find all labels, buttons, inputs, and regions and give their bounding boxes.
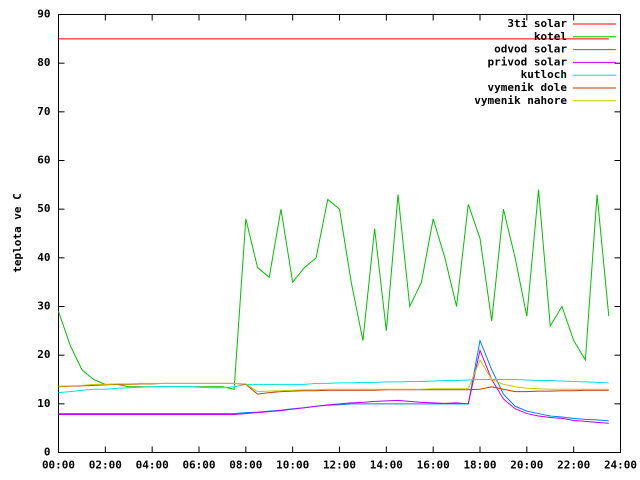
y-tick-label: 0	[44, 446, 51, 459]
x-tick-label: 16:00	[417, 459, 450, 472]
x-tick-label: 00:00	[42, 459, 75, 472]
y-tick-label: 10	[37, 397, 50, 410]
x-tick-label: 22:00	[557, 459, 590, 472]
y-axis-label: teplota ve C	[11, 193, 24, 272]
y-tick-label: 50	[37, 202, 50, 215]
x-tick-label: 04:00	[136, 459, 169, 472]
y-tick-label: 40	[37, 251, 50, 264]
x-tick-label: 02:00	[89, 459, 122, 472]
legend-label: vymenik nahore	[474, 94, 567, 107]
y-tick-label: 80	[37, 56, 50, 69]
x-tick-label: 10:00	[276, 459, 309, 472]
y-tick-label: 90	[37, 8, 50, 21]
x-tick-label: 08:00	[229, 459, 262, 472]
x-tick-label: 12:00	[323, 459, 356, 472]
series-line	[58, 348, 609, 424]
legend-label: kutloch	[521, 68, 567, 81]
y-tick-label: 70	[37, 105, 50, 118]
series-line	[58, 358, 609, 393]
x-tick-label: 20:00	[510, 459, 543, 472]
x-tick-label: 18:00	[463, 459, 496, 472]
legend-label: kotel	[534, 30, 567, 43]
x-tick-label: 24:00	[604, 459, 637, 472]
x-tick-label: 14:00	[370, 459, 403, 472]
legend-label: odvod solar	[494, 43, 567, 56]
y-tick-label: 20	[37, 348, 50, 361]
y-tick-label: 60	[37, 154, 50, 167]
legend-label: privod solar	[488, 55, 568, 68]
series-line	[58, 379, 609, 394]
series-line	[58, 338, 609, 422]
legend-label: vymenik dole	[488, 81, 568, 94]
series-line	[58, 189, 610, 390]
y-tick-label: 30	[37, 300, 50, 313]
legend-label: 3ti solar	[507, 17, 567, 30]
x-tick-label: 06:00	[182, 459, 215, 472]
